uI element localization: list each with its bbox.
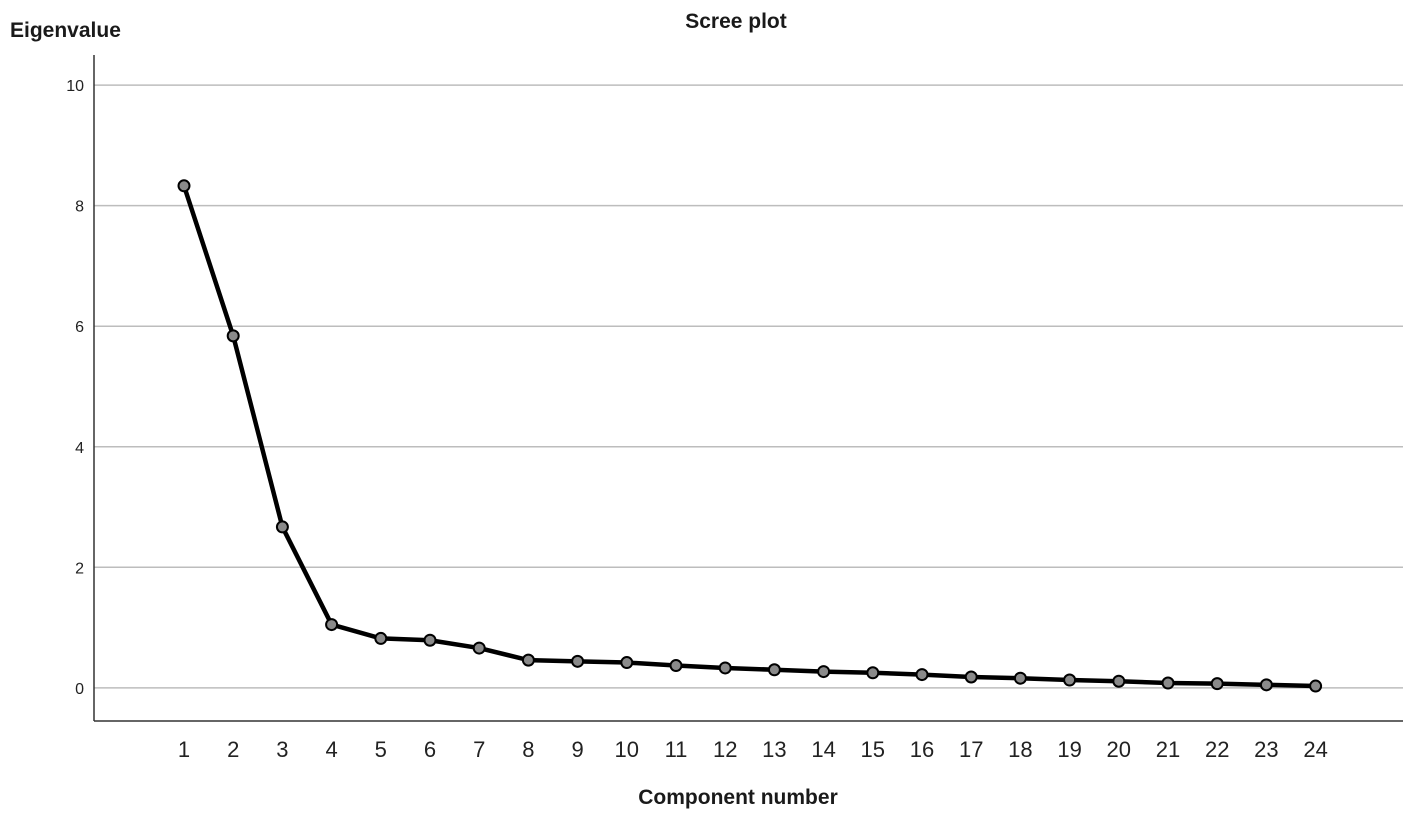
axes — [93, 55, 1403, 722]
data-point-24 — [1309, 679, 1323, 693]
data-point-23 — [1259, 678, 1273, 692]
y-tick-labels: 0 2 4 6 8 10 — [66, 78, 84, 698]
data-point-4 — [325, 618, 339, 632]
data-point-21 — [1161, 676, 1175, 690]
x-tick-label-17: 17 — [959, 737, 983, 762]
x-tick-label-22: 22 — [1205, 737, 1229, 762]
x-tick-label-9: 9 — [571, 737, 583, 762]
data-point-12 — [718, 661, 732, 675]
data-point-7 — [472, 641, 486, 655]
x-tick-label-6: 6 — [424, 737, 436, 762]
data-point-11 — [669, 659, 683, 673]
x-tick-label-2: 2 — [227, 737, 239, 762]
x-tick-label-12: 12 — [713, 737, 737, 762]
data-point-22 — [1210, 677, 1224, 691]
x-tick-label-21: 21 — [1156, 737, 1180, 762]
x-axis-label: Component number — [638, 786, 838, 809]
x-tick-label-13: 13 — [762, 737, 786, 762]
x-tick-label-20: 20 — [1107, 737, 1131, 762]
y-tick-label-0: 0 — [75, 681, 84, 698]
y-tick-label-2: 2 — [75, 560, 84, 577]
data-point-20 — [1112, 674, 1126, 688]
y-axis-label: Eigenvalue — [10, 19, 121, 42]
x-tick-label-24: 24 — [1303, 737, 1327, 762]
gridlines — [94, 84, 1403, 689]
x-tick-label-8: 8 — [522, 737, 534, 762]
series-line-0 — [181, 185, 1316, 689]
x-tick-label-5: 5 — [375, 737, 387, 762]
x-tick-label-23: 23 — [1254, 737, 1278, 762]
y-tick-label-8: 8 — [75, 199, 84, 216]
data-point-9 — [571, 654, 585, 668]
x-tick-label-7: 7 — [473, 737, 485, 762]
data-point-17 — [964, 670, 978, 684]
x-tick-label-10: 10 — [615, 737, 639, 762]
x-tick-label-4: 4 — [325, 737, 337, 762]
x-tick-label-1: 1 — [178, 737, 190, 762]
data-point-16 — [915, 668, 929, 682]
x-tick-label-11: 11 — [665, 737, 688, 762]
x-tick-label-19: 19 — [1057, 737, 1081, 762]
data-point-1 — [177, 179, 191, 193]
data-point-10 — [620, 656, 634, 670]
y-tick-label-6: 6 — [75, 319, 84, 336]
data-point-5 — [374, 631, 388, 645]
data-point-14 — [817, 665, 831, 679]
data-point-6 — [423, 633, 437, 647]
data-point-19 — [1063, 673, 1077, 687]
x-tick-labels: 1 2 3 4 5 6 7 8 9 10 11 12 13 14 15 16 17 18 19 20 21 22 23 24 — [178, 737, 1328, 762]
data-point-2 — [226, 329, 240, 343]
series-eigenvalues — [177, 179, 1323, 693]
data-point-8 — [521, 653, 535, 667]
data-point-3 — [275, 520, 289, 534]
x-tick-label-18: 18 — [1008, 737, 1032, 762]
x-tick-label-15: 15 — [861, 737, 885, 762]
y-tick-label-4: 4 — [75, 440, 84, 457]
y-tick-label-10: 10 — [66, 78, 84, 95]
chart-title: Scree plot — [685, 10, 787, 33]
x-tick-label-14: 14 — [811, 737, 835, 762]
x-tick-label-16: 16 — [910, 737, 934, 762]
data-point-15 — [866, 666, 880, 680]
data-point-18 — [1013, 671, 1027, 685]
data-point-13 — [767, 663, 781, 677]
x-tick-label-3: 3 — [276, 737, 288, 762]
